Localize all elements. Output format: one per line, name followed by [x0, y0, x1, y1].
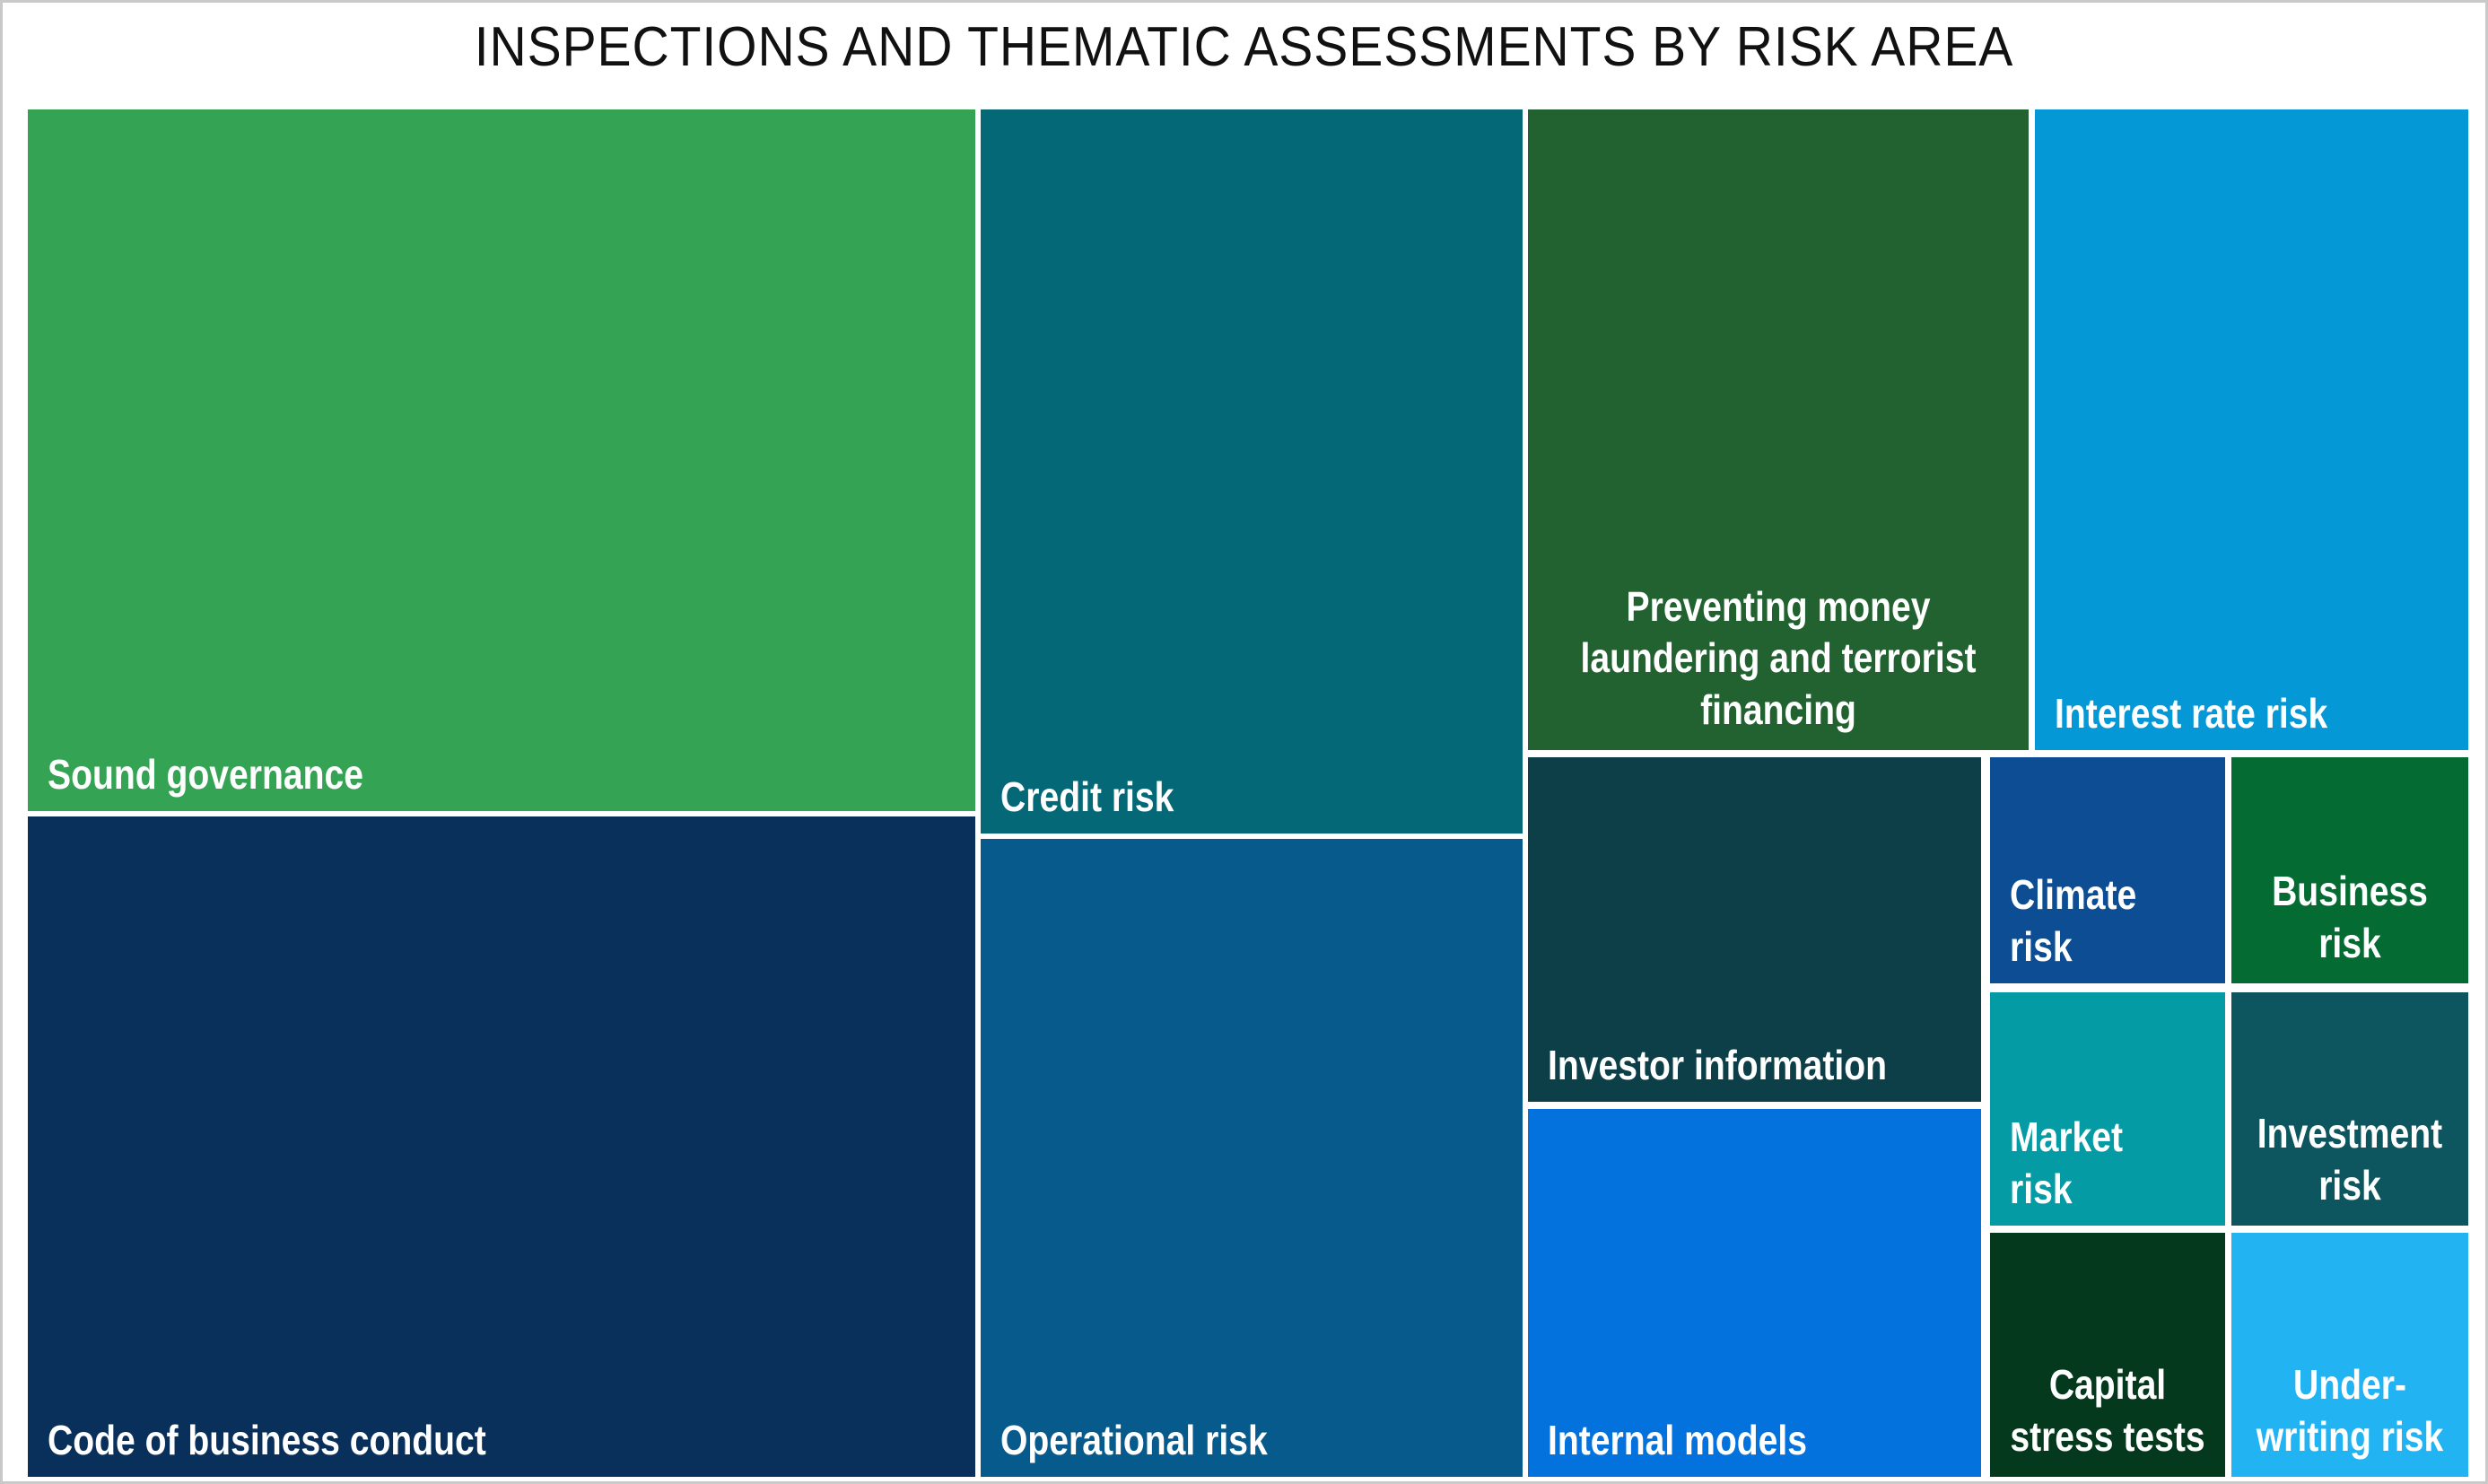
treemap-tile-label: Business risk	[2272, 868, 2428, 966]
chart-title: INSPECTIONS AND THEMATIC ASSESSMENTS BY …	[474, 16, 2014, 78]
treemap-tile-label: Code of business conduct	[48, 1416, 486, 1463]
treemap-tile-under-writing-risk: Under- writing risk	[2231, 1233, 2468, 1477]
treemap-tile-code-of-business-conduct: Code of business conduct	[28, 816, 975, 1477]
treemap-tile-capital-stress-tests: Capital stress tests	[1990, 1233, 2225, 1477]
treemap-tile-internal-models: Internal models	[1528, 1109, 1981, 1477]
treemap-tile-label: Climate risk	[2010, 871, 2137, 970]
treemap-tile-label: Investor information	[1548, 1041, 1888, 1088]
treemap-tile-operational-risk: Operational risk	[981, 839, 1523, 1477]
treemap-tile-label: Internal models	[1548, 1416, 1807, 1463]
treemap-tile-investment-risk: Investment risk	[2231, 992, 2468, 1226]
treemap-tile-interest-rate-risk: Interest rate risk	[2035, 109, 2468, 750]
treemap-tile-label: Investment risk	[2257, 1110, 2443, 1209]
treemap-tile-label: Operational risk	[1000, 1416, 1268, 1463]
treemap-tile-investor-information: Investor information	[1528, 757, 1981, 1102]
treemap-tile-label: Capital stress tests	[2010, 1361, 2205, 1460]
treemap-tile-preventing-money-laundering-and-terrorist-financing: Preventing money laundering and terroris…	[1528, 109, 2029, 750]
treemap-tile-label: Credit risk	[1000, 773, 1174, 820]
treemap-tile-credit-risk: Credit risk	[981, 109, 1523, 834]
treemap-tile-market-risk: Market risk	[1990, 992, 2225, 1226]
treemap-tile-label: Interest rate risk	[2055, 689, 2328, 737]
treemap-tile-sound-governance: Sound governance	[28, 109, 975, 811]
treemap-tile-label: Under- writing risk	[2256, 1361, 2444, 1460]
treemap-tiles: Sound governance Code of business conduct…	[3, 3, 2485, 1481]
treemap-tile-label: Market risk	[2010, 1113, 2124, 1212]
treemap-tile-label: Sound governance	[48, 750, 363, 798]
treemap-tile-business-risk: Business risk	[2231, 757, 2468, 983]
treemap-tile-climate-risk: Climate risk	[1990, 757, 2225, 983]
treemap-tile-label: Preventing money laundering and terroris…	[1580, 582, 1977, 733]
